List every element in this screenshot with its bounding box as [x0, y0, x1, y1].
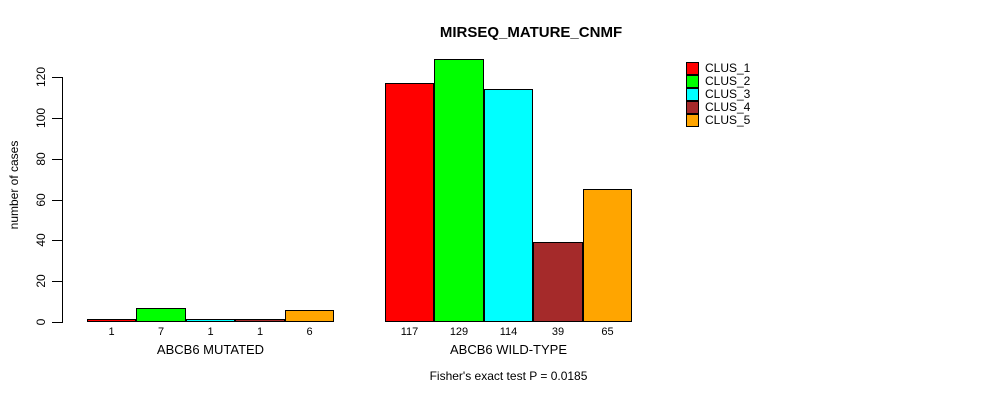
y-axis-tick-label: 0	[34, 318, 48, 326]
y-axis-tick-label: 120	[34, 66, 48, 88]
y-axis-tick-label: 80	[34, 152, 48, 166]
legend: CLUS_1 CLUS_2 CLUS_3 CLUS_4 CLUS_5	[686, 62, 750, 127]
bar-clus_2-wild-type	[434, 59, 484, 322]
bar-clus_4-mutated	[235, 319, 285, 322]
legend-item-clus_4: CLUS_4	[686, 101, 750, 114]
y-axis-tick	[52, 159, 62, 160]
legend-item-clus_2: CLUS_2	[686, 75, 750, 88]
legend-label: CLUS_3	[705, 87, 751, 101]
y-axis-label: number of cases	[7, 140, 21, 230]
legend-swatch-clus_2	[686, 75, 699, 88]
y-axis-tick	[52, 77, 62, 78]
legend-label: CLUS_2	[705, 74, 751, 88]
chart-title: MIRSEQ_MATURE_CNMF	[439, 24, 623, 41]
bar-clus_3-mutated	[186, 319, 235, 322]
legend-swatch-clus_3	[686, 88, 699, 101]
legend-swatch-clus_1	[686, 62, 699, 75]
y-axis-tick	[52, 281, 62, 282]
bar-value-label: 1	[108, 326, 115, 338]
bar-clus_2-mutated	[136, 308, 186, 322]
y-axis-tick	[52, 240, 62, 241]
bar-value-label: 1	[207, 326, 214, 338]
y-axis-line	[62, 77, 63, 323]
legend-swatch-clus_5	[686, 114, 699, 127]
bar-clus_3-wild-type	[484, 89, 533, 322]
legend-label: CLUS_5	[705, 113, 751, 127]
bar-value-label: 65	[601, 326, 614, 338]
bar-value-label: 39	[551, 326, 565, 338]
x-axis-group-label: ABCB6 MUTATED	[156, 342, 265, 357]
bar-value-label: 7	[157, 326, 165, 338]
annotation-fisher-test: Fisher's exact test P = 0.0185	[429, 369, 588, 383]
bar-clus_5-mutated	[285, 310, 334, 322]
y-axis-tick-label: 100	[34, 107, 48, 129]
legend-swatch-clus_4	[686, 101, 699, 114]
x-axis-group-label: ABCB6 WILD-TYPE	[449, 342, 568, 357]
bar-value-label: 129	[449, 326, 469, 338]
bar-value-label: 6	[306, 326, 313, 338]
legend-item-clus_5: CLUS_5	[686, 114, 750, 127]
y-axis-tick	[52, 322, 62, 323]
legend-label: CLUS_4	[705, 100, 751, 114]
y-axis-tick-label: 20	[34, 274, 48, 288]
y-axis-tick-label: 40	[34, 233, 48, 247]
bar-clus_1-mutated	[87, 319, 136, 322]
bar-value-label: 1	[256, 326, 264, 338]
y-axis-tick	[52, 200, 62, 201]
y-axis-tick	[52, 118, 62, 119]
y-axis-tick-label: 60	[34, 193, 48, 207]
bar-clus_4-wild-type	[533, 242, 583, 322]
legend-item-clus_1: CLUS_1	[686, 62, 750, 75]
bar-clus_5-wild-type	[583, 189, 632, 322]
legend-item-clus_3: CLUS_3	[686, 88, 750, 101]
bar-value-label: 117	[400, 326, 419, 338]
legend-label: CLUS_1	[705, 61, 751, 75]
bar-clus_1-wild-type	[385, 83, 434, 322]
bar-value-label: 114	[499, 326, 518, 338]
